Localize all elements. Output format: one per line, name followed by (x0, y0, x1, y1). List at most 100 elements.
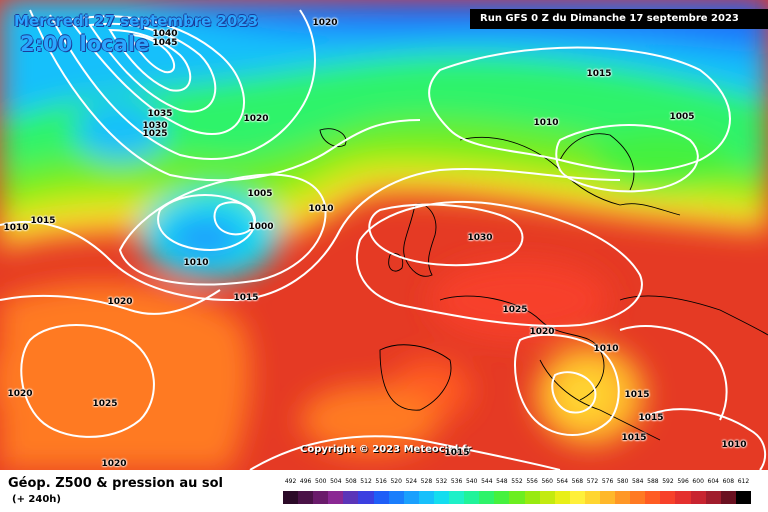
pressure-label: 1015 (30, 216, 56, 226)
legend-footer: Géop. Z500 & pression au sol (+ 240h) 49… (0, 470, 768, 512)
scale-swatch (433, 491, 450, 504)
scale-tick-label: 500 (315, 478, 327, 485)
scale-swatch (735, 491, 751, 504)
scale-tick-label: 612 (737, 478, 750, 485)
pressure-label: 1015 (638, 413, 664, 423)
pressure-label: 1030 (142, 121, 168, 131)
pressure-label: 1025 (142, 129, 168, 139)
model-run-info: Run GFS 0 Z du Dimanche 17 septembre 202… (470, 9, 768, 29)
scale-tick-label: 592 (662, 478, 674, 485)
forecast-date: Mercredi 27 septembre 2023 (14, 12, 259, 30)
pressure-label: 1010 (183, 258, 209, 268)
pressure-label: 1020 (101, 459, 127, 469)
forecast-time: 2:00 locale (20, 32, 150, 56)
map-canvas (0, 0, 768, 470)
pressure-label: 1040 (152, 29, 178, 39)
copyright-notice: Copyright © 2023 Meteociel.fr (300, 444, 472, 455)
color-scale: 492 496 500 504 508 512 516 520 524 528 532 536 540 5… (283, 478, 751, 508)
scale-swatch (479, 491, 495, 504)
scale-swatch (615, 491, 631, 504)
pressure-label: 1025 (92, 399, 118, 409)
scale-tick-label: 576 (601, 478, 614, 485)
scale-tick-label: 548 (496, 478, 508, 485)
scale-swatch (388, 491, 404, 504)
forecast-lead-time: (+ 240h) (12, 494, 61, 505)
pressure-label: 1015 (621, 433, 647, 443)
scale-swatch (328, 491, 344, 504)
pressure-label: 1000 (248, 222, 274, 232)
scale-tick-label: 600 (692, 478, 704, 485)
scale-tick-label: 504 (330, 478, 342, 485)
pressure-label: 1010 (533, 118, 559, 128)
pressure-label: 1035 (147, 109, 173, 119)
scale-tick-label: 520 (390, 478, 402, 485)
scale-tick-label: 512 (360, 478, 372, 485)
scale-tick-label: 572 (586, 478, 599, 485)
pressure-label: 1020 (312, 18, 338, 28)
scale-swatch (403, 491, 419, 504)
scale-swatch (690, 491, 706, 504)
scale-swatch (358, 491, 374, 504)
pressure-label: 1020 (107, 297, 133, 307)
scale-tick-label: 596 (677, 478, 689, 485)
scale-tick-label: 528 (420, 478, 433, 485)
scale-swatch (645, 491, 661, 504)
scale-tick-label: 588 (647, 478, 659, 485)
pressure-label: 1005 (247, 189, 273, 199)
pressure-label: 1015 (586, 69, 612, 79)
pressure-label: 1015 (624, 390, 650, 400)
scale-swatch (494, 491, 510, 504)
scale-tick-label: 536 (450, 478, 463, 485)
scale-swatch (283, 491, 299, 504)
pressure-label: 1025 (502, 305, 528, 315)
scale-tick-label: 544 (481, 478, 493, 485)
scale-tick-label: 508 (345, 478, 357, 485)
scale-swatch (509, 491, 525, 504)
scale-swatch (539, 491, 555, 504)
scale-swatch (675, 491, 691, 504)
map-title: Géop. Z500 & pression au sol (8, 476, 223, 491)
scale-tick-label: 560 (541, 478, 553, 485)
pressure-label: 1045 (152, 38, 178, 48)
pressure-label: 1020 (243, 114, 269, 124)
color-scale-bar (283, 491, 751, 504)
pressure-label: 1020 (529, 327, 555, 337)
pressure-label: 1030 (467, 233, 493, 243)
scale-tick-label: 540 (465, 478, 478, 485)
scale-swatch (298, 491, 314, 504)
scale-tick-label: 584 (632, 478, 644, 485)
scale-swatch (660, 491, 676, 504)
scale-tick-label: 524 (405, 478, 418, 485)
weather-map: Mercredi 27 septembre 2023 2:00 locale R… (0, 0, 768, 470)
pressure-label: 1015 (444, 448, 470, 458)
scale-swatch (343, 491, 359, 504)
scale-tick-label: 492 (284, 478, 297, 485)
scale-swatch (418, 491, 434, 504)
pressure-label: 1010 (308, 204, 334, 214)
scale-swatch (313, 491, 329, 504)
scale-swatch (464, 491, 480, 504)
pressure-label: 1005 (669, 112, 695, 122)
pressure-label: 1010 (593, 344, 619, 354)
scale-swatch (569, 491, 585, 504)
scale-tick-label: 564 (556, 478, 569, 485)
isobars (0, 9, 767, 470)
scale-tick-label: 556 (526, 478, 538, 485)
scale-swatch (630, 491, 646, 504)
scale-tick-label: 580 (616, 478, 629, 485)
scale-tick-label: 552 (511, 478, 523, 485)
scale-swatch (599, 491, 616, 504)
color-scale-ticks: 492 496 500 504 508 512 516 520 524 528 532 536 540 5… (283, 478, 751, 490)
scale-tick-label: 608 (722, 478, 735, 485)
scale-swatch (524, 491, 540, 504)
scale-swatch (720, 491, 736, 504)
pressure-label: 1010 (3, 223, 29, 233)
scale-swatch (373, 491, 389, 504)
scale-swatch (584, 491, 600, 504)
pressure-label: 1020 (7, 389, 33, 399)
geopotential-field (0, 0, 768, 470)
scale-tick-label: 604 (707, 478, 719, 485)
scale-swatch (449, 491, 465, 504)
scale-swatch (554, 491, 570, 504)
scale-tick-label: 496 (299, 478, 312, 485)
